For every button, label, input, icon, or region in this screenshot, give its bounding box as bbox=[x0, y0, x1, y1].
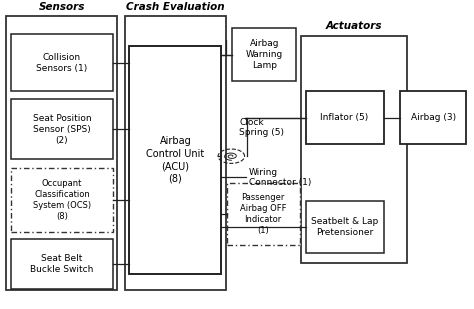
Bar bbox=[11, 239, 113, 289]
Text: Seat Position
Sensor (SPS)
(2): Seat Position Sensor (SPS) (2) bbox=[33, 113, 91, 145]
Text: Crash Evaluation: Crash Evaluation bbox=[126, 2, 225, 12]
Bar bbox=[227, 183, 300, 245]
Bar bbox=[11, 168, 113, 231]
Bar bbox=[306, 91, 383, 144]
Bar bbox=[125, 16, 226, 290]
Text: Seat Belt
Buckle Switch: Seat Belt Buckle Switch bbox=[30, 254, 93, 274]
Text: Collision
Sensors (1): Collision Sensors (1) bbox=[36, 53, 88, 73]
Bar bbox=[301, 36, 407, 263]
Text: Airbag (3): Airbag (3) bbox=[410, 113, 456, 122]
Text: Clock
Spring (5): Clock Spring (5) bbox=[239, 118, 284, 137]
Text: Airbag
Warning
Lamp: Airbag Warning Lamp bbox=[246, 39, 283, 70]
Text: Passenger
Airbag OFF
Indicator
(1): Passenger Airbag OFF Indicator (1) bbox=[240, 193, 286, 235]
Text: Wiring
Connector (1): Wiring Connector (1) bbox=[249, 167, 311, 187]
Text: Inflator (5): Inflator (5) bbox=[320, 113, 369, 122]
Text: Sensors: Sensors bbox=[39, 2, 85, 12]
Text: Occupant
Classification
System (OCS)
(8): Occupant Classification System (OCS) (8) bbox=[33, 179, 91, 221]
Text: Airbag
Control Unit
(ACU)
(8): Airbag Control Unit (ACU) (8) bbox=[146, 136, 204, 184]
Bar bbox=[129, 46, 221, 274]
Bar bbox=[306, 201, 383, 252]
Bar bbox=[11, 99, 113, 159]
Bar bbox=[400, 91, 466, 144]
Bar bbox=[11, 34, 113, 91]
Bar bbox=[232, 28, 296, 81]
Text: Actuators: Actuators bbox=[326, 21, 382, 31]
Bar bbox=[6, 16, 118, 290]
Text: Seatbelt & Lap
Pretensioner: Seatbelt & Lap Pretensioner bbox=[311, 217, 378, 237]
